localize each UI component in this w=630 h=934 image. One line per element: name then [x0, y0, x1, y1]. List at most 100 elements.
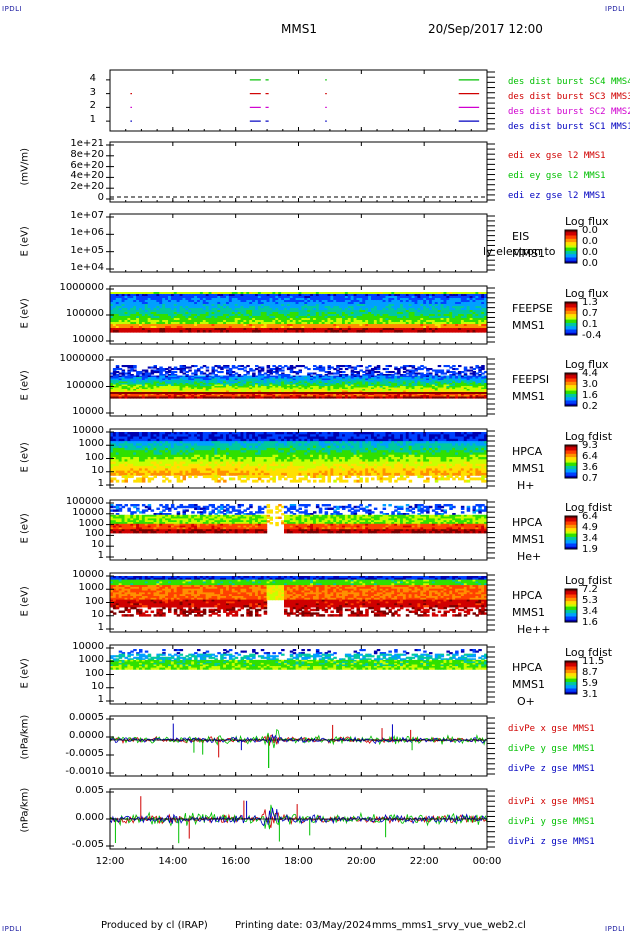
feepse-pixel [400, 306, 404, 309]
feepsi-pixel [115, 366, 120, 369]
feepse-pixel [118, 314, 123, 317]
feepsi-pixel [179, 371, 184, 374]
feepsi-pixel [327, 365, 331, 368]
feepse-colorbar-frame [564, 301, 578, 336]
feepsi-pixel [194, 374, 198, 377]
feepse-pixel [156, 330, 160, 333]
feepsi-pixel [156, 380, 160, 383]
feepsi-pixel [179, 390, 184, 393]
feepsi-pixel [150, 393, 155, 396]
feepsi-pixel [429, 372, 433, 375]
feepsi-pixel [289, 389, 294, 392]
feepsi-pixel [185, 390, 189, 393]
feepse-pixel [472, 314, 476, 317]
feepse-pixel [388, 328, 392, 331]
feepsi-pixel [223, 383, 227, 386]
feepse-pixel [350, 306, 355, 309]
feepsi-pixel [298, 381, 302, 384]
feepsi-pixel [408, 389, 413, 392]
feepse-pixel [153, 324, 157, 327]
feepsi-pixel [368, 390, 372, 393]
feepse-pixel [275, 326, 279, 329]
feepsi-pixel [289, 384, 294, 387]
feepse-pixel [150, 322, 155, 325]
feepse-pixel [365, 294, 369, 297]
feepsi-pixel [426, 387, 430, 390]
feepsi-pixel [281, 383, 285, 386]
feepse-pixel [353, 322, 358, 325]
feepse-pixel [272, 304, 276, 307]
feepse-pixel [330, 320, 334, 323]
feepse-pixel [365, 312, 369, 315]
feepse-pixel [365, 320, 369, 323]
feepse-pixel [144, 310, 149, 313]
feepsi-pixel [266, 387, 271, 390]
feepsi-pixel [211, 381, 215, 384]
feepsi-pixel [289, 393, 294, 396]
feepse-pixel [365, 302, 369, 305]
feepse-pixel [344, 296, 349, 299]
feepsi-pixel [136, 372, 140, 375]
feepsi-pixel [298, 371, 302, 374]
feepsi-pixel [176, 387, 181, 390]
feepsi-pixel [295, 390, 300, 393]
feepsi-pixel [402, 377, 407, 380]
feepsi-pixel [353, 389, 358, 392]
feepsi-pixel [365, 381, 369, 384]
feepsi-pixel [429, 378, 433, 381]
feepsi-pixel [153, 378, 157, 381]
feepsi-pixel [141, 387, 146, 390]
feepse-pixel [437, 302, 442, 305]
feepsi-pixel [147, 375, 152, 378]
feepse-pixel [286, 306, 291, 309]
feepse-pixel [208, 330, 213, 333]
feepsi-pixel [405, 396, 410, 399]
feepse-pixel [469, 326, 474, 329]
feepse-pixel [373, 322, 378, 325]
feepsi-pixel [260, 378, 265, 381]
feepse-pixel [289, 298, 294, 301]
feepse-pixel [342, 310, 346, 313]
feepsi-pixel [188, 378, 192, 381]
feepsi-pixel [173, 375, 178, 378]
feepsi-pixel [333, 372, 337, 375]
feepsi-pixel [182, 366, 186, 369]
feepse-pixel [423, 306, 427, 309]
feepsi-pixel [133, 375, 137, 378]
feepse-pixel [434, 298, 439, 301]
feepse-pixel [469, 304, 474, 307]
feepse-pixel [431, 326, 436, 329]
feepsi-pixel [156, 390, 160, 393]
feepse-pixel [182, 310, 186, 313]
feepse-pixel [263, 300, 268, 303]
feepsi-pixel [278, 383, 282, 386]
feepse-pixel [289, 322, 294, 325]
corner-mark-bottom-left: IPDLI [2, 925, 23, 933]
feepsi-pixel [272, 381, 276, 384]
feepsi-pixel [228, 369, 233, 372]
feepse-pixel [376, 318, 381, 321]
feepse-pixel [240, 322, 244, 325]
feepse-pixel [420, 316, 424, 319]
feepse-pixel [336, 300, 340, 303]
feepsi-pixel [353, 383, 358, 386]
feepse-pixel [313, 310, 317, 313]
feepse-pixel [469, 314, 474, 317]
feepsi-pixel [208, 381, 213, 384]
feepse-pixel [199, 326, 204, 329]
feepsi-pixel [147, 395, 152, 398]
feepsi-pixel [350, 383, 355, 386]
feepse-pixel [431, 304, 436, 307]
feepsi-pixel [336, 396, 340, 399]
feepsi-pixel [121, 369, 126, 372]
feepse-pixel [188, 314, 192, 317]
feepse-pixel [133, 310, 137, 313]
feepsi-pixel [243, 383, 247, 386]
feepsi-pixel [272, 387, 276, 390]
feepse-pixel [150, 314, 155, 317]
feepsi-pixel [336, 366, 340, 369]
feepsi-pixel [347, 366, 352, 369]
feepse-pixel [440, 300, 445, 303]
feepse-pixel [301, 318, 305, 321]
feepsi-pixel [188, 384, 192, 387]
